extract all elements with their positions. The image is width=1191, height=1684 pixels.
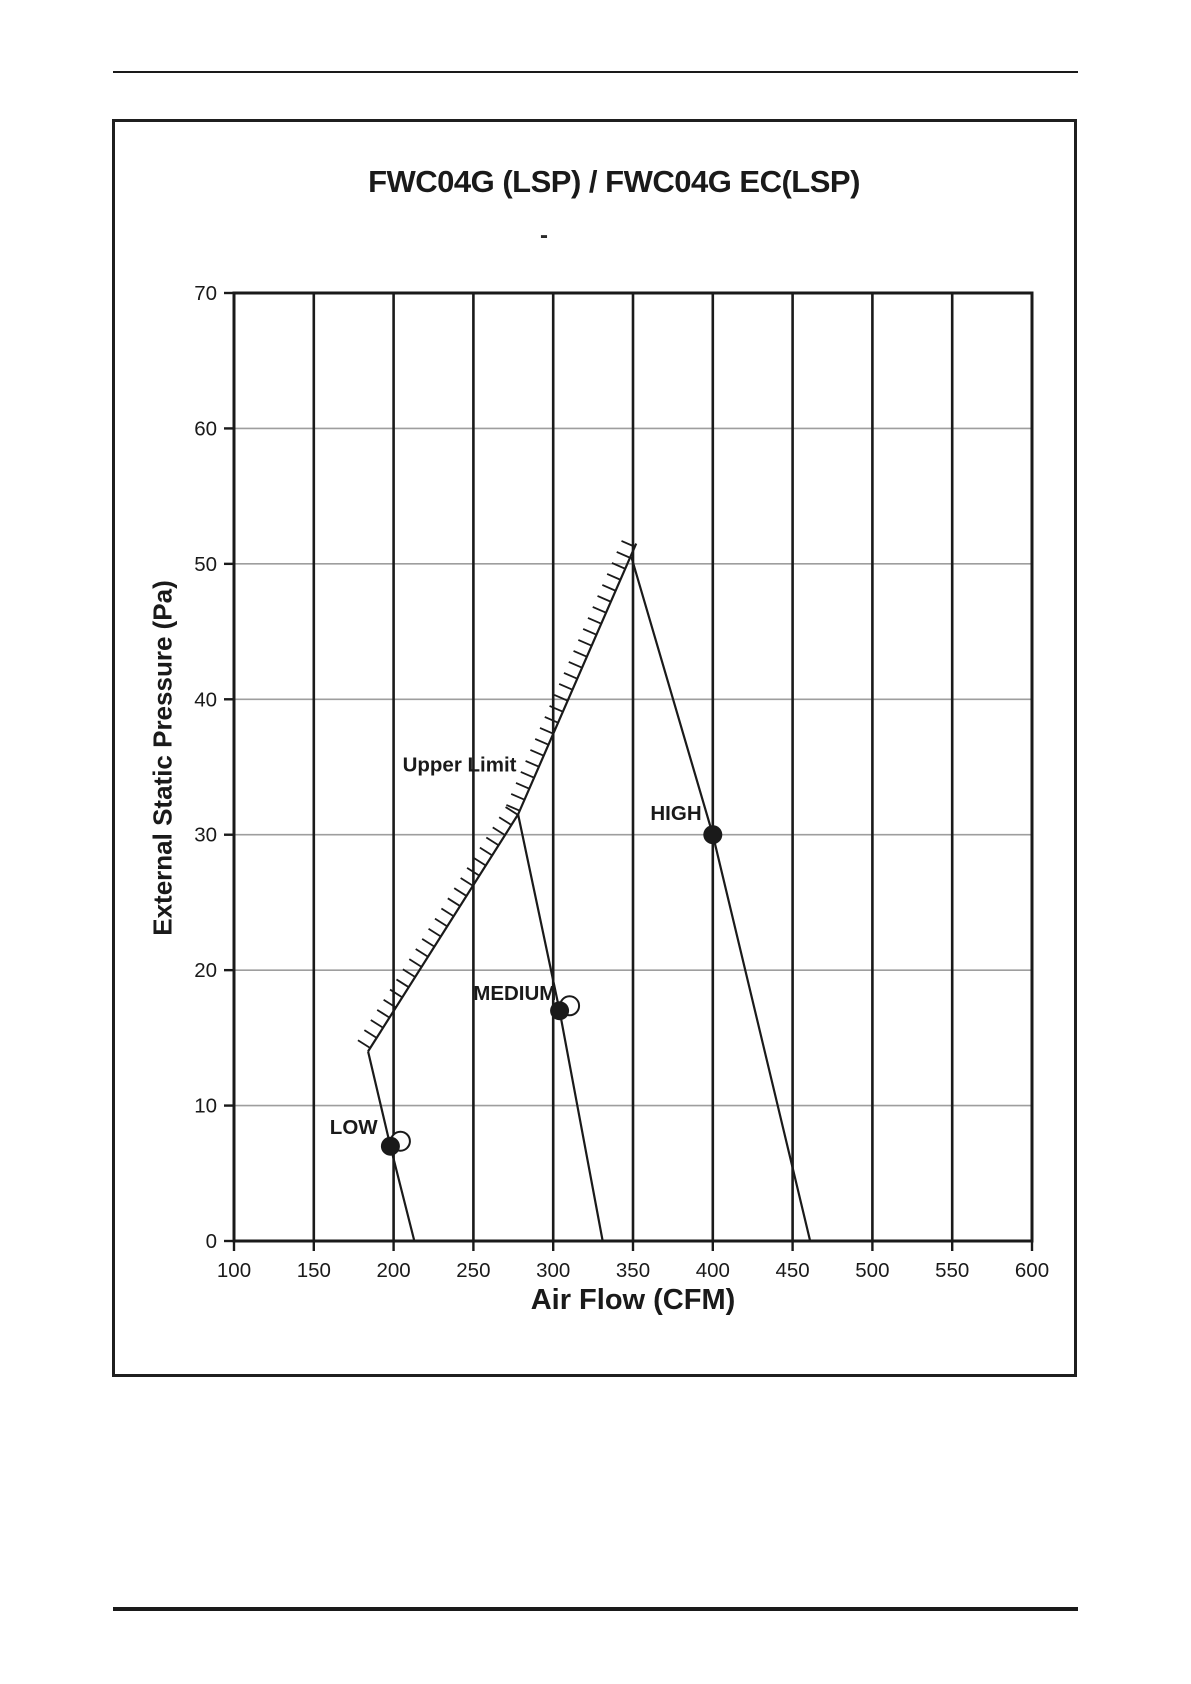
x-tick-label: 600 <box>1015 1259 1049 1282</box>
y-axis-title: External Static Pressure (Pa) <box>147 580 178 936</box>
y-tick-label: 70 <box>194 282 217 305</box>
hatch-mark <box>466 867 480 877</box>
hatch-mark <box>534 738 549 746</box>
hatch-mark <box>558 683 573 691</box>
x-tick-label: 450 <box>775 1259 809 1282</box>
y-tick-label: 50 <box>194 553 217 576</box>
hatch-mark <box>370 1019 384 1029</box>
y-tick-label: 10 <box>194 1095 217 1118</box>
hatch-mark <box>606 573 621 581</box>
x-tick-label: 200 <box>376 1259 410 1282</box>
hatch-mark <box>395 978 410 988</box>
hatch-mark <box>472 856 487 867</box>
hatch-mark <box>544 716 559 724</box>
hatch-mark <box>440 907 455 917</box>
bottom-rule <box>113 1607 1078 1611</box>
x-tick-label: 400 <box>696 1259 730 1282</box>
hatch-mark <box>582 628 597 636</box>
hatch-mark <box>587 617 602 625</box>
hatch-mark <box>563 672 578 680</box>
hatch-mark <box>408 958 423 968</box>
hatch-mark <box>510 793 525 801</box>
x-tick-label: 250 <box>456 1259 490 1282</box>
hatch-mark <box>592 606 607 614</box>
hatch-mark <box>616 551 631 559</box>
label-high: HIGH <box>650 802 701 825</box>
hatch-mark <box>573 650 588 658</box>
hatch-mark <box>453 887 467 897</box>
hatch-mark <box>530 749 545 757</box>
hatch-mark <box>515 782 530 790</box>
hatch-mark <box>549 705 564 713</box>
curve-medium <box>517 814 604 1242</box>
hatch-mark <box>460 877 474 887</box>
hatch-mark <box>505 806 519 816</box>
hatch-mark <box>568 661 583 669</box>
chart-title: FWC04G (LSP) / FWC04G EC(LSP) <box>368 164 860 199</box>
hatch-mark <box>577 639 592 647</box>
hatch-mark <box>376 1009 390 1019</box>
x-tick-label: 350 <box>616 1259 650 1282</box>
hatch-mark <box>525 760 540 768</box>
x-tick-label: 550 <box>935 1259 969 1282</box>
y-tick-label: 30 <box>194 824 217 847</box>
label-medium: MEDIUM <box>473 982 556 1005</box>
hatch-mark <box>415 948 429 958</box>
hatch-mark <box>434 917 448 928</box>
low-marker <box>380 1136 400 1156</box>
y-tick-label: 60 <box>194 417 217 440</box>
x-tick-label: 300 <box>536 1259 570 1282</box>
hatch-mark <box>492 826 506 836</box>
hatch-mark <box>611 562 626 570</box>
curve-upper-limit <box>367 543 638 1052</box>
hatch-mark <box>539 727 554 735</box>
y-tick-label: 20 <box>194 959 217 982</box>
label-upper-limit: Upper Limit <box>403 753 517 776</box>
hatch-mark <box>485 836 500 846</box>
hatch-mark <box>421 938 435 948</box>
x-axis-title: Air Flow (CFM) <box>530 1284 736 1316</box>
figure-box <box>112 119 1077 1377</box>
y-tick-label: 40 <box>194 688 217 711</box>
label-low: LOW <box>330 1116 378 1139</box>
hatch-mark <box>428 927 442 938</box>
hatch-mark <box>597 595 612 603</box>
hatch-mark <box>553 694 569 702</box>
hatch-mark <box>383 998 397 1009</box>
high-marker <box>703 825 723 845</box>
stray-mark: - <box>540 222 548 249</box>
hatch-mark <box>402 968 416 978</box>
hatch-mark <box>389 988 403 999</box>
top-rule <box>113 71 1078 73</box>
hatch-mark <box>520 771 535 779</box>
hatch-mark <box>621 540 636 548</box>
hatch-mark <box>447 897 461 907</box>
hatch-mark <box>357 1039 371 1049</box>
curve-high <box>630 556 812 1242</box>
x-tick-label: 100 <box>217 1259 251 1282</box>
x-tick-label: 500 <box>855 1259 889 1282</box>
x-tick-label: 150 <box>297 1259 331 1282</box>
y-tick-label: 0 <box>206 1230 217 1253</box>
hatch-mark <box>506 804 521 812</box>
hatch-mark <box>479 846 493 857</box>
hatch-mark <box>498 816 512 826</box>
hatch-mark <box>363 1029 378 1039</box>
medium-marker <box>550 1001 570 1021</box>
hatch-mark <box>601 584 616 592</box>
